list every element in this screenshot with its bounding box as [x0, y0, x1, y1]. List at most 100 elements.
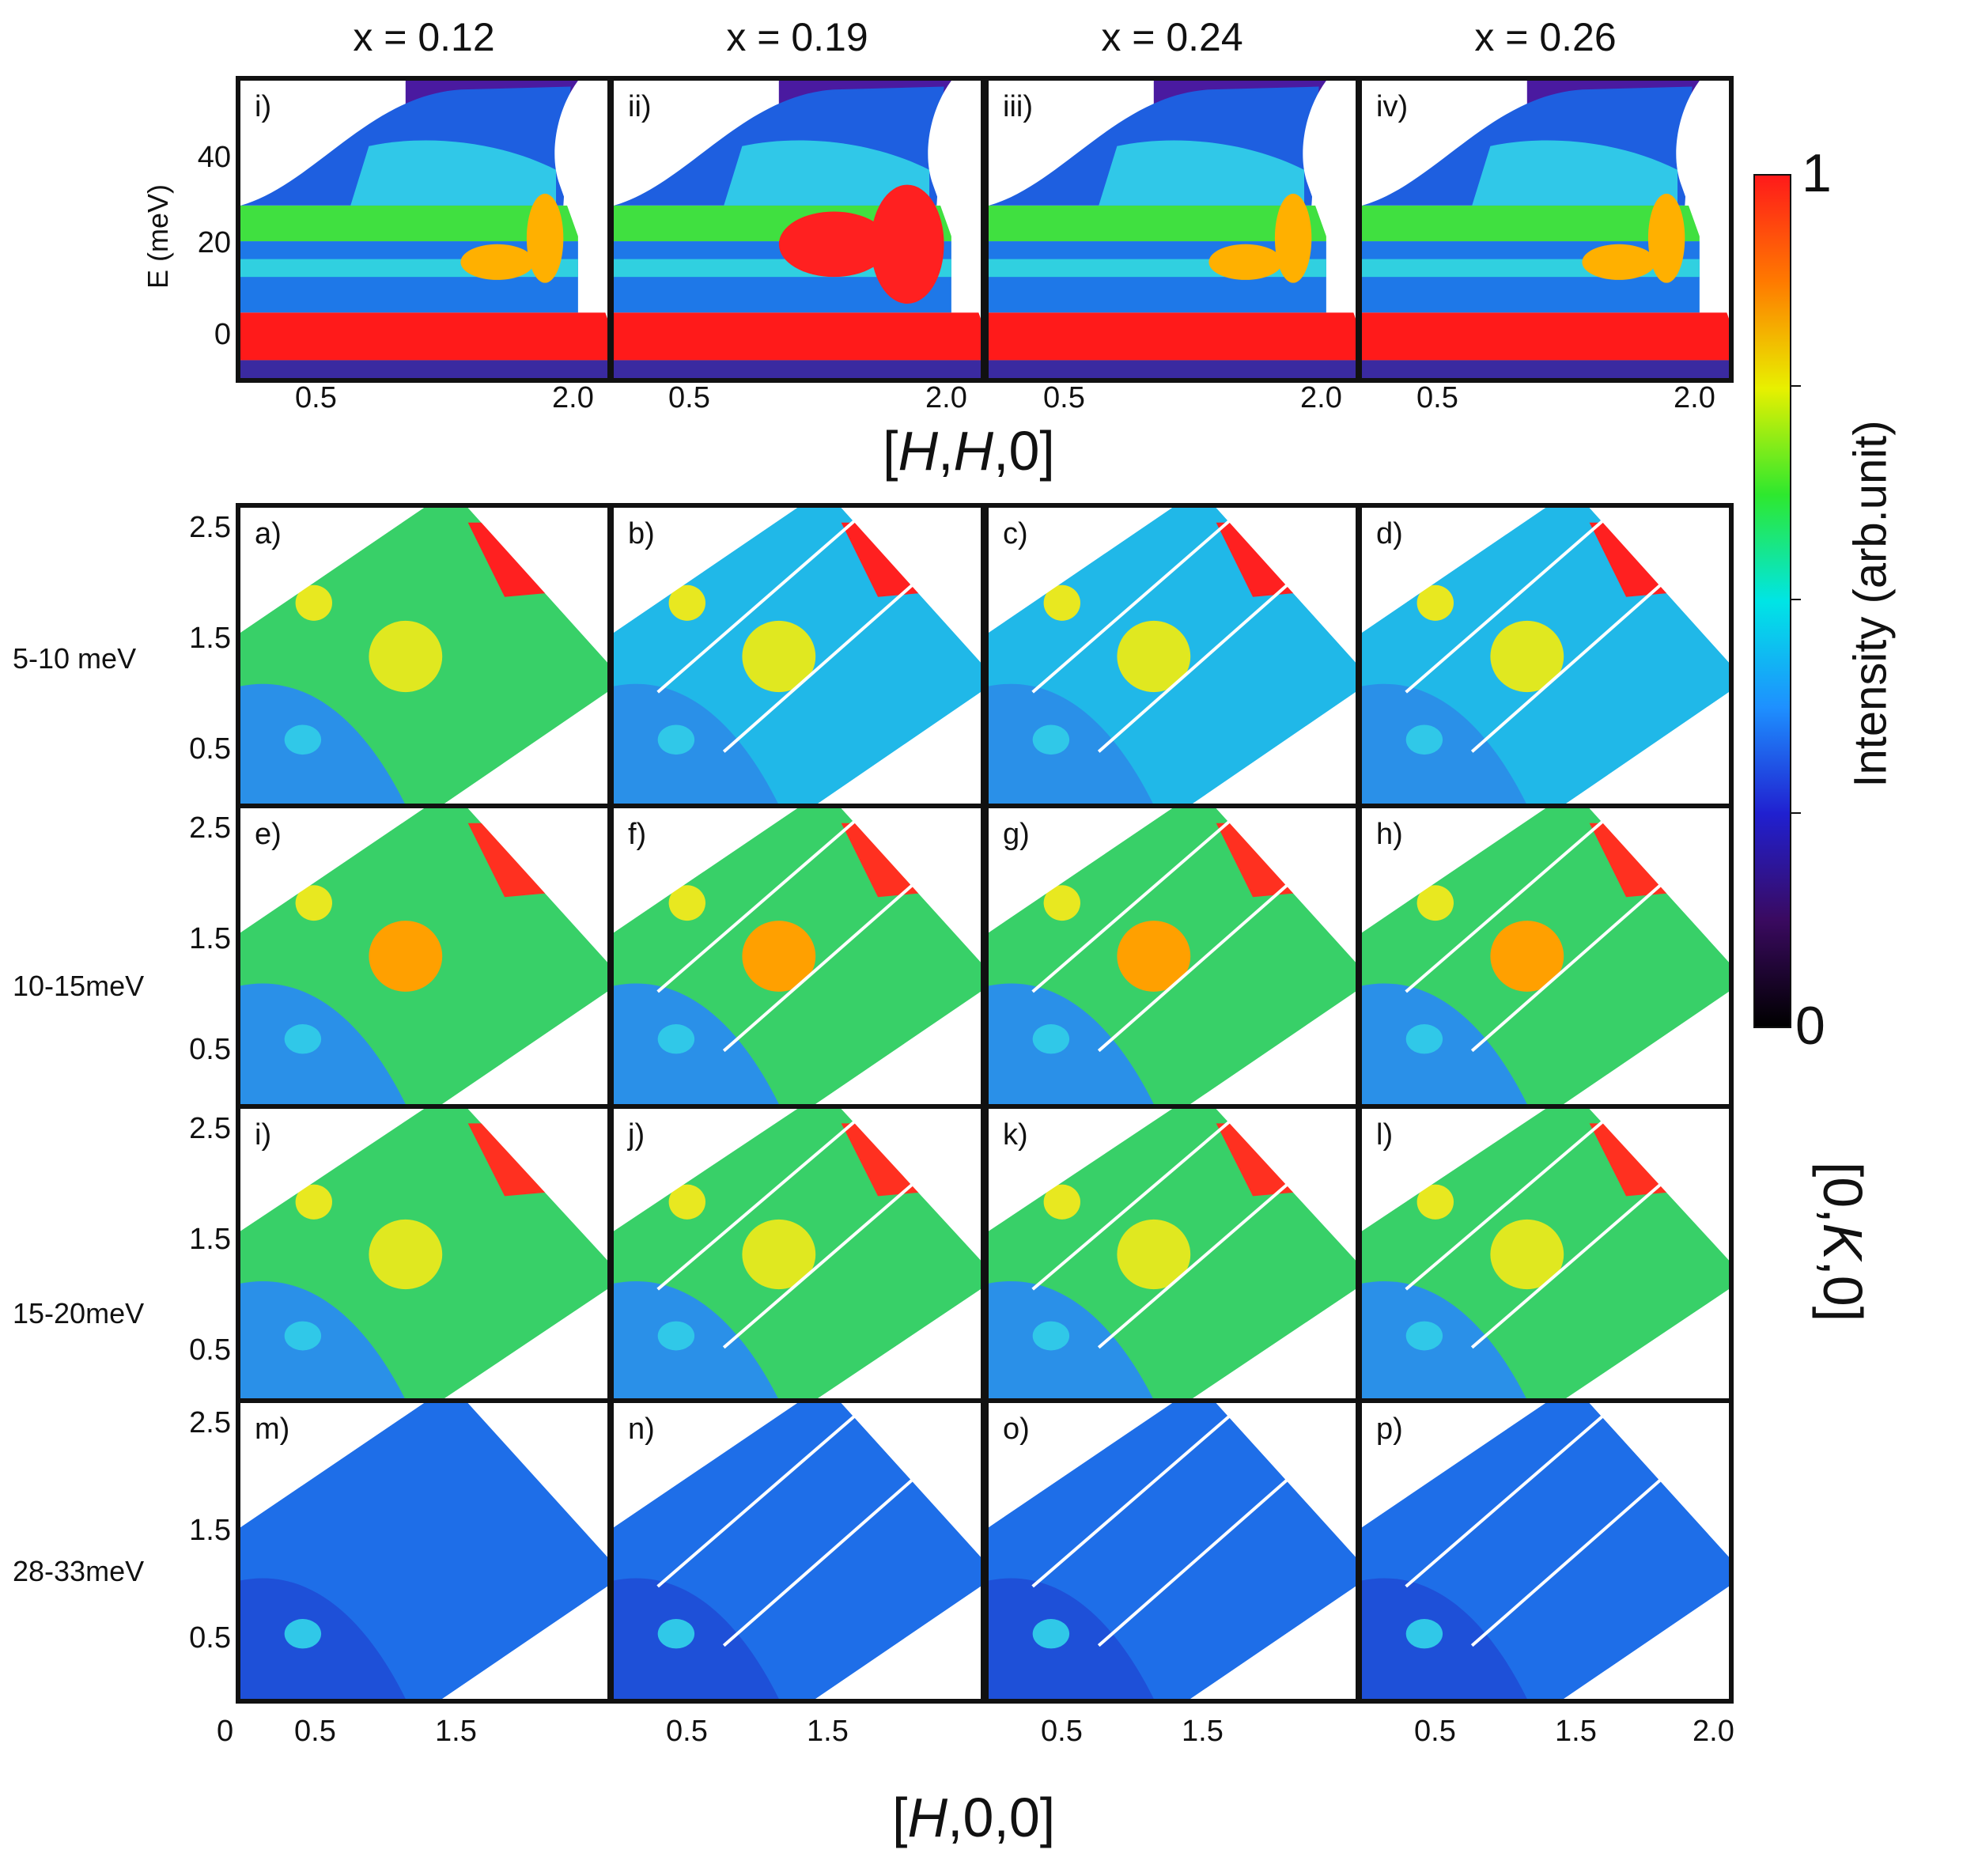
map-ytick: 0.5: [189, 1033, 231, 1066]
map-region: [1043, 584, 1080, 621]
no-coverage: [614, 508, 797, 633]
no-coverage: [1190, 1289, 1356, 1400]
map-ytick: 2.5: [189, 811, 231, 845]
map-region: [369, 1219, 443, 1290]
top-xtick: 2.0: [1300, 381, 1342, 414]
dispersion-panel: iv): [1357, 76, 1734, 383]
top-xlabel: [H,H,0]: [883, 420, 1055, 482]
no-coverage: [467, 508, 607, 663]
map-region: [1117, 921, 1191, 992]
qmap-panel: n): [609, 1398, 985, 1704]
bottom-xtick: 0: [217, 1715, 234, 1748]
qmap-panel: d): [1357, 503, 1734, 810]
panel-label: e): [255, 818, 282, 851]
panel-label: n): [628, 1413, 655, 1446]
map-region: [742, 620, 816, 693]
panel-label: j): [628, 1118, 645, 1152]
map-region: [657, 1619, 695, 1649]
panel-label: i): [255, 90, 272, 123]
panel-label: f): [628, 818, 647, 851]
energy-window-label: 15-20meV: [13, 1297, 145, 1329]
bottom-xtick: 2.0: [1693, 1715, 1734, 1748]
map-region: [657, 724, 695, 755]
map-region: [614, 1578, 779, 1699]
map-region: [668, 584, 705, 621]
detector-gap: [1470, 872, 1675, 1053]
no-coverage: [1589, 508, 1729, 663]
map-region: [350, 140, 557, 206]
bottom-xtick: 1.5: [435, 1715, 477, 1748]
map-region: [657, 1024, 695, 1054]
map-ytick: 2.5: [189, 511, 231, 544]
map-region: [989, 312, 1356, 361]
map-region: [1362, 312, 1729, 361]
map-ytick: 2.5: [189, 1112, 231, 1145]
map-region: [1362, 205, 1700, 242]
detector-gap: [722, 1171, 927, 1349]
column-title: x = 0.19: [726, 15, 868, 59]
detector-gap: [1031, 1413, 1232, 1588]
map-ytick: 1.5: [189, 1223, 231, 1256]
bottom-xtick: 1.5: [1182, 1715, 1224, 1748]
map-region: [295, 885, 332, 921]
qmap-panel: f): [609, 804, 985, 1109]
column-title: x = 0.26: [1474, 15, 1617, 59]
no-coverage: [240, 1109, 424, 1231]
panel-label: k): [1003, 1118, 1028, 1152]
map-region: [1647, 193, 1685, 283]
top-xtick: 0.5: [668, 381, 710, 414]
no-coverage: [841, 808, 981, 963]
map-region: [240, 205, 578, 242]
detector-gap: [1097, 1466, 1302, 1647]
top-xtick: 0.5: [1416, 381, 1458, 414]
map-region: [284, 1619, 322, 1649]
kinematic-limit: [928, 81, 981, 319]
no-coverage: [1589, 808, 1729, 963]
panel-label: l): [1376, 1118, 1394, 1152]
dispersion-panel: iii): [984, 76, 1360, 383]
detector-gap: [722, 872, 927, 1053]
map-region: [1032, 1321, 1070, 1351]
detector-gap: [656, 1119, 857, 1291]
detector-gap: [1097, 1171, 1302, 1349]
colorbar-max-label: 1: [1802, 143, 1832, 203]
map-region: [1032, 724, 1070, 755]
panel-label: g): [1003, 818, 1030, 851]
map-region: [1032, 1619, 1070, 1649]
map-region: [742, 1219, 816, 1290]
panel-label: o): [1003, 1413, 1030, 1446]
map-region: [369, 921, 443, 992]
map-region: [240, 1578, 406, 1699]
energy-window-label: 10-15meV: [13, 970, 145, 1002]
qmap-panel: a): [236, 503, 612, 810]
map-region: [1405, 1321, 1443, 1351]
top-ytick: 40: [197, 141, 231, 174]
panel-label: ii): [628, 90, 652, 123]
no-coverage: [1362, 1109, 1545, 1231]
dispersion-panel: i): [236, 76, 612, 383]
top-ytick: 20: [197, 226, 231, 259]
map-region: [668, 1184, 705, 1220]
no-coverage: [815, 692, 981, 805]
map-region: [240, 1280, 406, 1400]
map-ytick: 2.5: [189, 1406, 231, 1439]
map-region: [614, 312, 981, 361]
map-region: [778, 211, 889, 278]
right-ylabel: [0,K,0]: [1812, 1161, 1874, 1322]
map-region: [295, 584, 332, 621]
map-region: [1117, 620, 1191, 693]
qmap-panel: i): [236, 1104, 612, 1405]
detector-gap: [1405, 518, 1606, 694]
bottom-xtick: 0.5: [294, 1715, 336, 1748]
detector-gap: [1097, 872, 1302, 1053]
panel-label: c): [1003, 517, 1028, 550]
kinematic-limit: [1303, 81, 1356, 319]
map-region: [742, 921, 816, 992]
qmap-panel: e): [236, 804, 612, 1109]
no-coverage: [240, 508, 424, 633]
detector-gap: [656, 819, 857, 993]
qmap-panel: j): [609, 1104, 985, 1405]
map-region: [1032, 1024, 1070, 1054]
no-coverage: [1190, 1586, 1356, 1699]
no-coverage: [1564, 1586, 1729, 1699]
